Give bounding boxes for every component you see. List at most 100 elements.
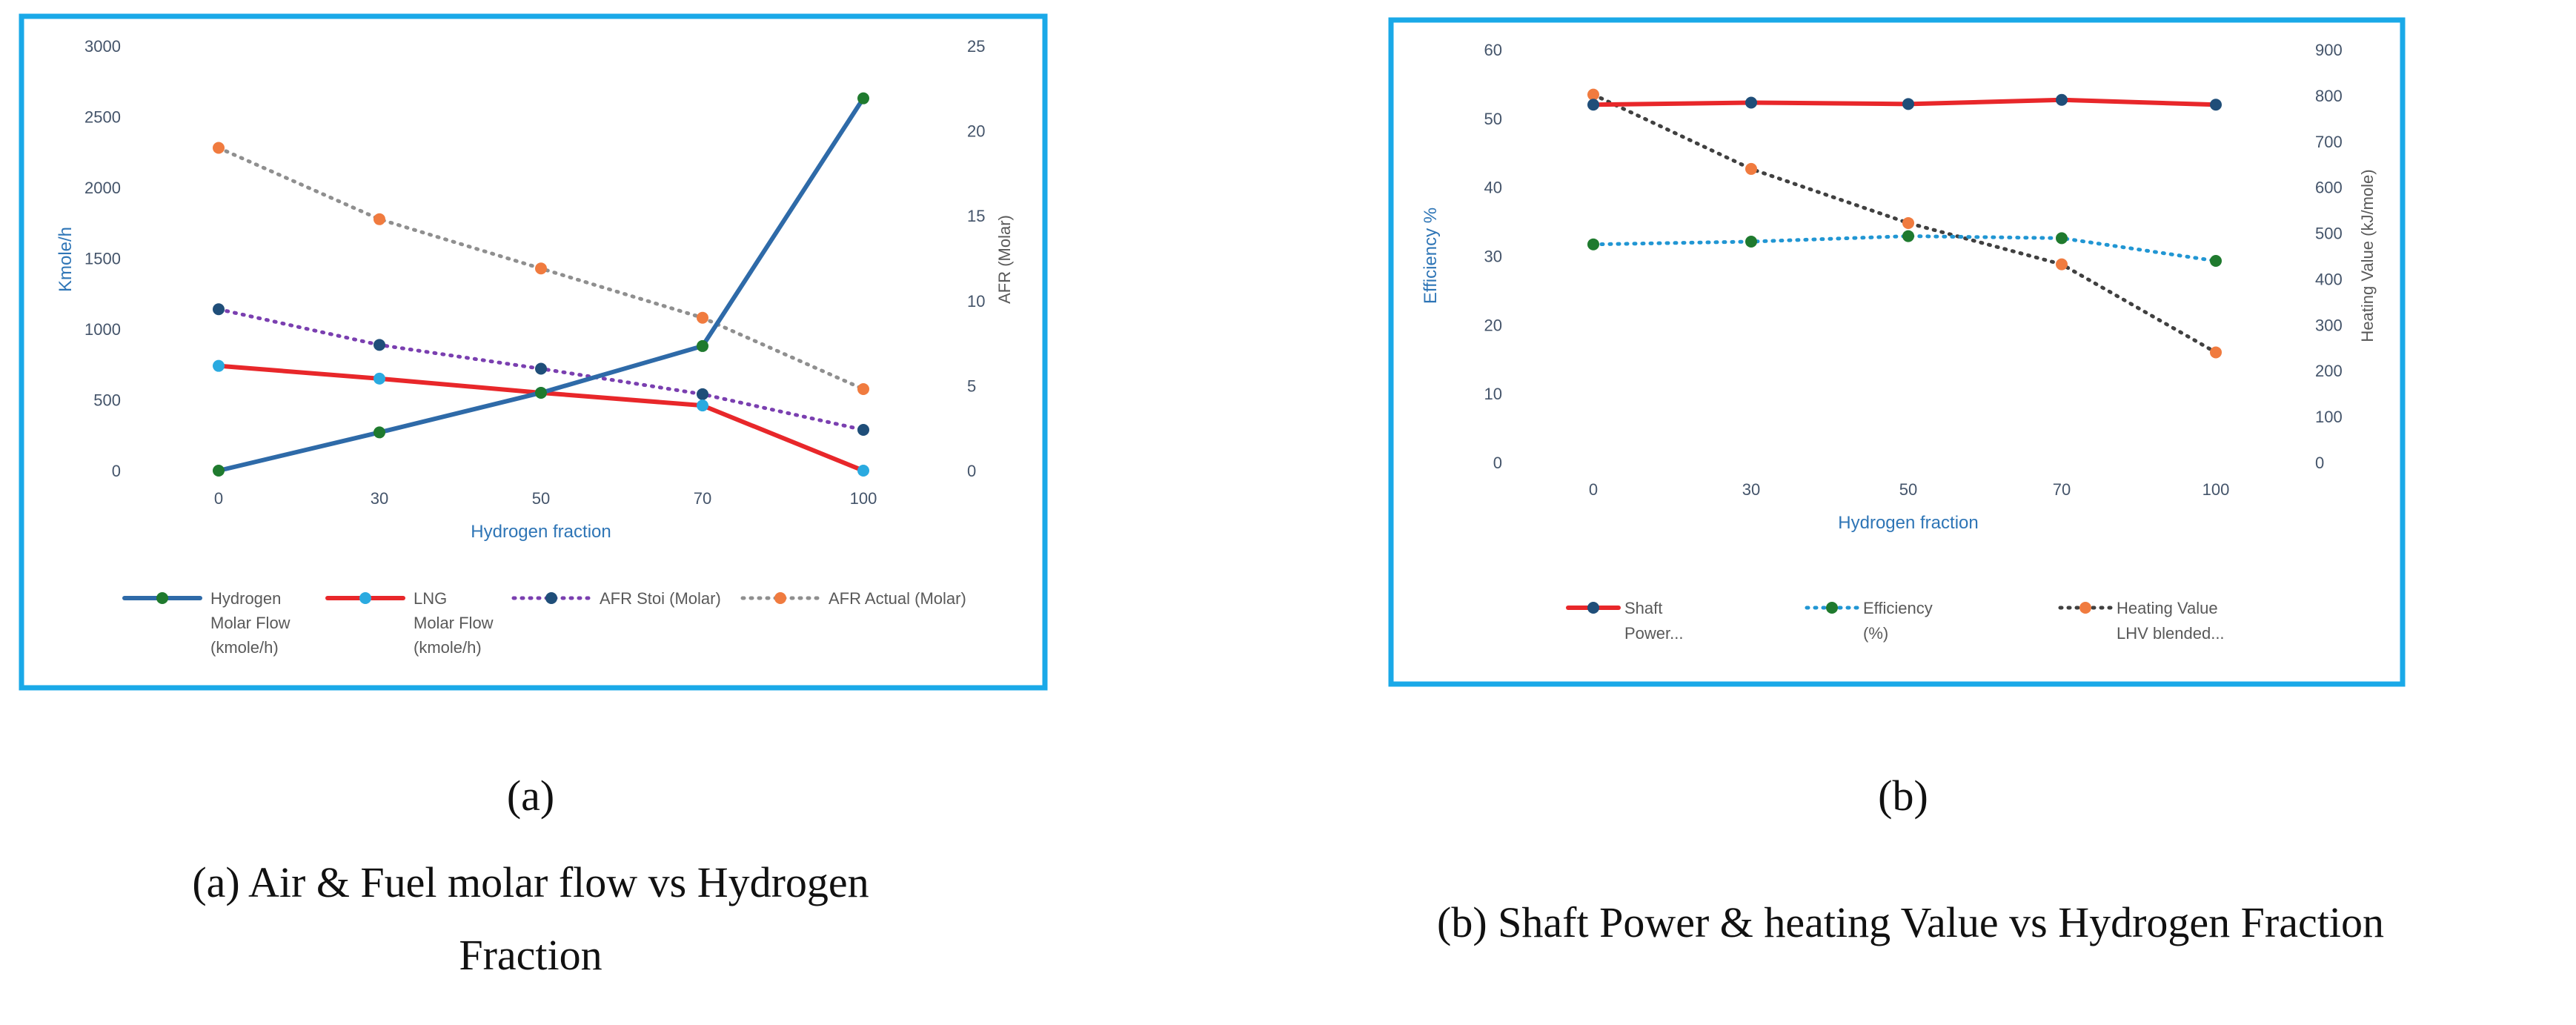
chart-a-right-tick: 20 (967, 122, 985, 141)
chart-a-x-tick: 70 (694, 489, 711, 508)
chart-b-right-tick: 900 (2315, 41, 2343, 59)
subfigure-label-a: (a) (507, 772, 554, 820)
chart-a-legend-label: Hydrogen (210, 589, 281, 608)
chart-b-point (1745, 162, 1757, 175)
chart-a-right-tick: 5 (967, 377, 976, 395)
chart-a-right-tick: 10 (967, 292, 985, 311)
chart-a-legend-label: Molar Flow (414, 614, 494, 632)
chart-b-left-tick: 0 (1493, 454, 1502, 472)
subfigure-label-b: (b) (1878, 772, 1928, 820)
chart-b-y2-label: Heating Value (kJ/mole) (2358, 169, 2377, 342)
chart-a-x-tick: 100 (850, 489, 877, 508)
chart-a-left-tick: 500 (93, 391, 121, 410)
chart-a-legend-label: AFR Actual (Molar) (829, 589, 966, 608)
chart-a-legend-marker (774, 592, 786, 604)
chart-a-left-tick: 1000 (84, 320, 121, 339)
chart-b-x-tick: 70 (2053, 480, 2071, 499)
chart-a-point (535, 262, 547, 275)
chart-a-legend-marker (359, 592, 371, 604)
chart-b-legend-label: Efficiency (1863, 599, 1933, 617)
chart-b-right-tick: 600 (2315, 179, 2343, 197)
chart-b-point (2210, 346, 2222, 359)
chart-b-point (2056, 258, 2068, 271)
chart-b-point (1745, 96, 1757, 109)
chart-b-left-tick: 10 (1484, 385, 1502, 403)
chart-b-point (1745, 236, 1757, 248)
chart-a-point (697, 399, 708, 412)
chart-a-legend-marker (545, 592, 557, 604)
chart-b-right-tick: 200 (2315, 362, 2343, 380)
chart-b-legend-marker (1826, 602, 1838, 614)
chart-b-left-tick: 40 (1484, 179, 1502, 197)
chart-b-point (1902, 98, 1914, 110)
chart-b-right-tick: 500 (2315, 225, 2343, 243)
chart-a-point (535, 386, 547, 399)
chart-a-point (857, 423, 869, 436)
chart-b-x-tick: 100 (2202, 480, 2230, 499)
caption-a-line-2: Fraction (459, 931, 602, 979)
caption-b-line-1: (b) Shaft Power & heating Value vs Hydro… (1437, 898, 2384, 946)
chart-b-legend-label: Heating Value (2117, 599, 2218, 617)
chart-b-legend-label: LHV blended... (2117, 624, 2225, 643)
chart-b-frame (1388, 17, 2406, 687)
chart-b-point (1587, 88, 1599, 101)
chart-a-point (535, 362, 547, 375)
chart-a-point (374, 426, 385, 439)
chart-a-left-tick: 0 (112, 462, 121, 480)
chart-a-y-label: Kmole/h (56, 227, 76, 292)
chart-a-x-tick: 30 (371, 489, 388, 508)
chart-b-point (1902, 216, 1914, 229)
chart-a-legend-marker (156, 592, 168, 604)
chart-a-right-tick: 15 (967, 207, 985, 225)
chart-b-point (1587, 238, 1599, 251)
chart-a-point (697, 388, 708, 400)
chart-a-point (857, 465, 869, 477)
chart-a-point (697, 339, 708, 352)
chart-a-point (213, 142, 225, 154)
chart-b-right-tick: 800 (2315, 87, 2343, 105)
chart-b-series-line-1 (1591, 234, 2218, 263)
chart-a-right-tick: 25 (967, 37, 985, 56)
chart-a-right-tick: 0 (967, 462, 976, 480)
chart-b-right-tick: 700 (2315, 133, 2343, 151)
chart-b-point (2210, 254, 2222, 267)
chart-a-frame (19, 13, 1048, 691)
chart-a-point (374, 372, 385, 385)
chart-b-left-tick: 30 (1484, 248, 1502, 266)
chart-b: 0102030405060010020030040050060070080090… (1421, 41, 2377, 643)
chart-a: 0 500 1000 1500 2000 2500 3000 0 5 10 15 20 25 0 30 50 7… (56, 37, 1014, 657)
chart-b-right-tick: 100 (2315, 408, 2343, 426)
chart-a-point (213, 359, 225, 372)
chart-a-x-tick: 0 (214, 489, 223, 508)
chart-a-point (374, 213, 385, 225)
chart-a-legend-label: (kmole/h) (210, 638, 279, 657)
chart-b-legend-label: Shaft (1624, 599, 1662, 617)
chart-a-legend-label: Molar Flow (210, 614, 291, 632)
chart-a-point (374, 339, 385, 351)
chart-b-x-label: Hydrogen fraction (1838, 513, 1978, 533)
chart-a-legend-label: LNG (414, 589, 447, 608)
chart-b-left-tick: 20 (1484, 316, 1502, 334)
chart-a-legend-label: (kmole/h) (414, 638, 482, 657)
chart-b-left-tick: 60 (1484, 41, 1502, 59)
chart-b-legend-marker (1587, 602, 1599, 614)
chart-a-x-tick: 50 (532, 489, 550, 508)
caption-a-line-1: (a) Air & Fuel molar flow vs Hydrogen (192, 858, 869, 906)
chart-b-point (2056, 93, 2068, 106)
chart-a-point (697, 311, 708, 324)
chart-b-legend-label: (%) (1863, 624, 1888, 643)
chart-a-y2-label: AFR (Molar) (995, 215, 1014, 304)
chart-a-point (213, 303, 225, 316)
chart-b-point (2056, 232, 2068, 245)
chart-a-legend-label: AFR Stoi (Molar) (600, 589, 721, 608)
chart-b-point (1587, 99, 1599, 111)
chart-b-x-tick: 0 (1589, 480, 1598, 499)
chart-a-point (213, 465, 225, 477)
chart-a-x-label: Hydrogen fraction (471, 522, 611, 542)
chart-b-x-tick: 30 (1742, 480, 1760, 499)
chart-b-legend-label: Power... (1624, 624, 1683, 643)
chart-b-legend-marker (2079, 602, 2091, 614)
chart-a-left-tick: 1500 (84, 250, 121, 268)
chart-b-x-tick: 50 (1899, 480, 1917, 499)
chart-b-point (2210, 99, 2222, 111)
